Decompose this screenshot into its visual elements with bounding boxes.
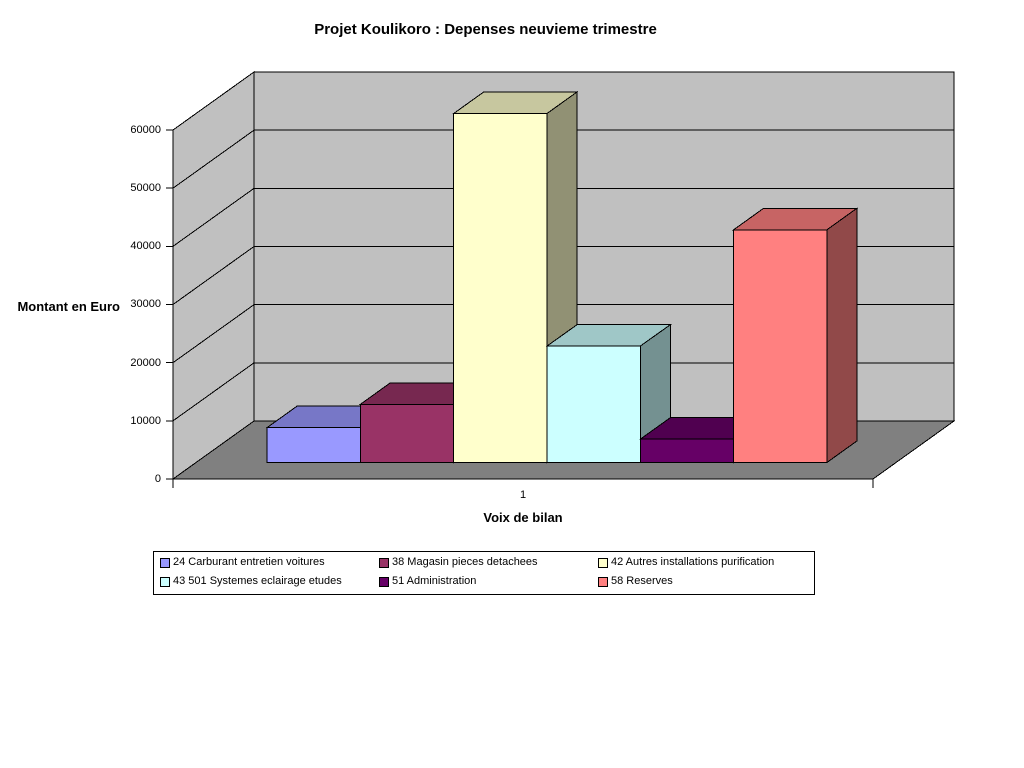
- y-tick-label-60000: 60000: [130, 124, 161, 136]
- legend-item-installations: 42 Autres installations purification: [598, 556, 774, 569]
- y-axis-title: Montant en Euro: [17, 299, 120, 314]
- legend-swatch-magasin: [379, 557, 389, 568]
- x-axis-title: Voix de bilan: [483, 510, 563, 525]
- bar-front-3: [546, 345, 641, 463]
- bar-front-5: [733, 229, 828, 463]
- category-label: 1: [519, 489, 527, 501]
- legend-item-carburant: 24 Carburant entretien voitures: [160, 556, 325, 569]
- legend-label-magasin: 38 Magasin pieces detachees: [392, 556, 538, 568]
- bar-front-2: [453, 113, 548, 463]
- bar-front-1: [359, 403, 455, 463]
- gridline-side-6: [172, 71, 255, 131]
- gridline-side-2: [172, 304, 255, 364]
- y-tick-label-40000: 40000: [130, 240, 161, 252]
- legend-swatch-carburant: [160, 557, 170, 568]
- legend-swatch-eclairage: [160, 576, 170, 587]
- bar-front-0: [266, 427, 361, 463]
- gridline-side-3: [172, 246, 255, 305]
- legend-item-magasin: 38 Magasin pieces detachees: [379, 556, 538, 569]
- gridline-side-1: [172, 362, 255, 422]
- legend-item-eclairage: 43 501 Systemes eclairage etudes: [160, 575, 342, 588]
- legend-label-eclairage: 43 501 Systemes eclairage etudes: [173, 575, 342, 587]
- y-tick-label-50000: 50000: [130, 182, 161, 194]
- legend-swatch-administration: [379, 576, 389, 587]
- y-tick-label-0: 0: [154, 473, 161, 485]
- y-tick-label-20000: 20000: [130, 357, 161, 369]
- gridline-side-4: [172, 187, 255, 247]
- y-tick-label-30000: 30000: [130, 298, 161, 310]
- legend-swatch-reserves: [598, 576, 608, 587]
- bar-side-5: [826, 207, 858, 464]
- legend-item-reserves: 58 Reserves: [598, 575, 673, 588]
- y-tick-label-10000: 10000: [130, 415, 161, 427]
- chart-title: Projet Koulikoro : Depenses neuvieme tri…: [314, 21, 657, 38]
- legend-item-administration: 51 Administration: [379, 575, 476, 588]
- bar-front-4: [639, 438, 735, 463]
- legend-label-reserves: 58 Reserves: [611, 575, 673, 587]
- gridline-side-5: [172, 129, 255, 189]
- legend-label-administration: 51 Administration: [392, 575, 477, 587]
- legend: 24 Carburant entretien voitures 38 Magas…: [153, 551, 815, 595]
- legend-label-installations: 42 Autres installations purification: [611, 556, 775, 568]
- legend-label-carburant: 24 Carburant entretien voitures: [173, 556, 325, 568]
- legend-swatch-installations: [598, 557, 608, 568]
